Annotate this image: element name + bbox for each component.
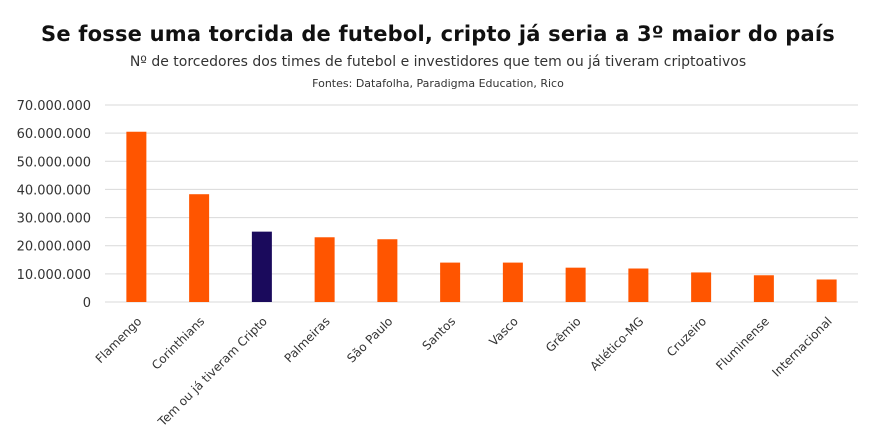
x-tick-label: Santos bbox=[419, 314, 458, 353]
bar-8 bbox=[565, 267, 586, 302]
bar-10 bbox=[691, 272, 712, 302]
bar-5 bbox=[377, 239, 398, 302]
y-tick-label: 70.000.000 bbox=[17, 99, 91, 114]
y-tick-label: 20.000.000 bbox=[17, 240, 91, 255]
bar-9 bbox=[628, 268, 649, 302]
bar-11 bbox=[753, 275, 774, 302]
chart-subtitle: Nº de torcedores dos times de futebol e … bbox=[129, 54, 747, 70]
x-tick-label: Tem ou já tiveram Cripto bbox=[155, 314, 270, 429]
y-tick-label: 60.000.000 bbox=[17, 127, 91, 142]
chart-source: Fontes: Datafolha, Paradigma Education, … bbox=[312, 77, 564, 90]
bar-2 bbox=[189, 194, 210, 302]
x-tick-label: Palmeiras bbox=[282, 314, 333, 365]
x-tick-label: Fluminense bbox=[713, 314, 772, 373]
x-tick-label: Vasco bbox=[486, 314, 521, 349]
bar-7 bbox=[502, 262, 523, 302]
chart-title: Se fosse uma torcida de futebol, cripto … bbox=[41, 22, 835, 46]
bar-1 bbox=[126, 131, 147, 302]
bar-3 bbox=[251, 231, 272, 302]
x-tick-label: Corinthians bbox=[149, 314, 207, 372]
y-tick-label: 10.000.000 bbox=[17, 268, 91, 283]
x-tick-label: Grêmio bbox=[543, 314, 584, 355]
x-tick-label: Cruzeiro bbox=[664, 314, 709, 359]
x-tick-label: São Paulo bbox=[344, 314, 395, 365]
y-tick-label: 0 bbox=[83, 296, 91, 311]
x-tick-label: Internacional bbox=[769, 314, 834, 379]
bar-6 bbox=[440, 262, 461, 302]
bar-12 bbox=[816, 279, 837, 302]
y-tick-label: 40.000.000 bbox=[17, 183, 91, 198]
x-tick-label: Atlético-MG bbox=[587, 314, 646, 373]
y-tick-label: 30.000.000 bbox=[17, 212, 91, 227]
x-tick-label: Flamengo bbox=[93, 314, 145, 366]
y-tick-label: 50.000.000 bbox=[17, 155, 91, 170]
bar-4 bbox=[314, 237, 335, 302]
